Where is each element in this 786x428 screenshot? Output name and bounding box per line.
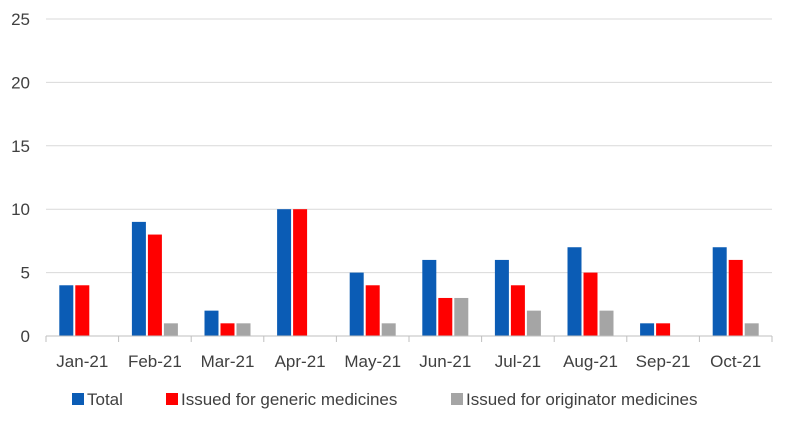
bar-total-jul-21 xyxy=(494,259,509,336)
legend-label: Issued for generic medicines xyxy=(181,390,397,409)
bar-issued-for-generic-medicines-mar-21 xyxy=(220,323,235,336)
bar-issued-for-originator-medicines-jun-21 xyxy=(454,297,469,336)
y-axis-ticks: 0 5 10 15 20 25 xyxy=(11,10,30,346)
bar-total-oct-21 xyxy=(712,247,727,336)
bar-total-mar-21 xyxy=(204,310,219,336)
y-tick-label: 5 xyxy=(21,264,30,283)
x-tick-label: Mar-21 xyxy=(201,352,255,371)
y-tick-label: 0 xyxy=(21,327,30,346)
x-axis-ticks: Jan-21 Feb-21 Mar-21 Apr-21 May-21 Jun-21 Jul-… xyxy=(56,352,761,371)
bar-issued-for-generic-medicines-aug-21 xyxy=(583,272,598,336)
bar-total-jun-21 xyxy=(422,259,437,336)
x-tick-label: Feb-21 xyxy=(128,352,182,371)
bar-issued-for-originator-medicines-oct-21 xyxy=(744,323,759,336)
gridlines xyxy=(46,18,772,274)
bar-issued-for-generic-medicines-jun-21 xyxy=(438,297,453,336)
bar-total-jan-21 xyxy=(59,285,74,336)
x-tick-label: Jan-21 xyxy=(56,352,108,371)
bar-issued-for-originator-medicines-jul-21 xyxy=(526,310,541,336)
x-tick-label: Sep-21 xyxy=(636,352,691,371)
x-tick-label: Jun-21 xyxy=(419,352,471,371)
bars xyxy=(59,209,759,336)
legend: Total Issued for generic medicines Issued … xyxy=(72,390,698,409)
legend-swatch-total xyxy=(72,393,84,405)
bar-issued-for-generic-medicines-may-21 xyxy=(365,285,380,336)
bar-issued-for-originator-medicines-feb-21 xyxy=(163,323,178,336)
x-tick-label: Aug-21 xyxy=(563,352,618,371)
bar-total-feb-21 xyxy=(131,221,146,336)
bar-issued-for-generic-medicines-jan-21 xyxy=(75,285,90,336)
bar-total-sep-21 xyxy=(640,323,655,336)
y-tick-label: 10 xyxy=(11,200,30,219)
x-tick-label: Oct-21 xyxy=(710,352,761,371)
x-tick-label: Jul-21 xyxy=(495,352,541,371)
x-tick-label: May-21 xyxy=(344,352,401,371)
y-tick-label: 25 xyxy=(11,10,30,29)
x-axis xyxy=(45,335,773,342)
bar-issued-for-originator-medicines-mar-21 xyxy=(236,323,251,336)
legend-swatch-issued-for-generic-medicines xyxy=(166,393,178,405)
bar-issued-for-originator-medicines-may-21 xyxy=(381,323,396,336)
bar-issued-for-generic-medicines-oct-21 xyxy=(728,259,743,336)
bar-total-apr-21 xyxy=(277,209,292,336)
legend-label: Issued for originator medicines xyxy=(466,390,698,409)
bar-issued-for-generic-medicines-apr-21 xyxy=(293,209,308,336)
y-tick-label: 20 xyxy=(11,73,30,92)
legend-label: Total xyxy=(87,390,123,409)
bar-total-aug-21 xyxy=(567,247,582,336)
y-tick-label: 15 xyxy=(11,137,30,156)
legend-swatch-issued-for-originator-medicines xyxy=(451,393,463,405)
bar-issued-for-generic-medicines-sep-21 xyxy=(656,323,671,336)
bar-issued-for-generic-medicines-feb-21 xyxy=(147,234,162,336)
bar-total-may-21 xyxy=(349,272,364,336)
bar-issued-for-generic-medicines-jul-21 xyxy=(510,285,525,336)
bar-issued-for-originator-medicines-aug-21 xyxy=(599,310,614,336)
x-tick-label: Apr-21 xyxy=(275,352,326,371)
